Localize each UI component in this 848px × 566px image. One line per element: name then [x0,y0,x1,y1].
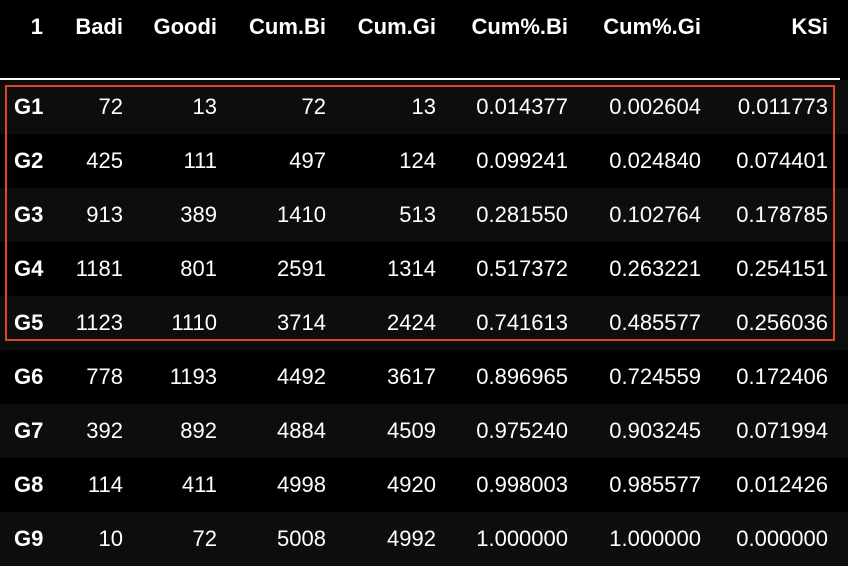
row-index: G4 [14,256,44,281]
row-index: G9 [14,526,44,551]
cell-cum-gi: 4992 [387,526,436,551]
table-body: G1 72 13 72 13 0.014377 0.002604 0.01177… [0,80,848,566]
cell-ksi: 0.178785 [736,202,828,227]
cell-cum-pct-bi: 0.975240 [476,418,568,443]
column-header-badi: Badi [75,14,123,39]
table-row: G8 114 411 4998 4920 0.998003 0.985577 0… [0,458,848,512]
cell-ksi: 0.254151 [736,256,828,281]
cell-cum-pct-gi: 0.263221 [609,256,701,281]
cell-goodi: 13 [192,94,217,119]
cell-cum-bi: 72 [301,94,326,119]
cell-cum-gi: 13 [411,94,436,119]
cell-ksi: 0.011773 [737,94,828,119]
cell-badi: 1181 [75,256,123,281]
cell-cum-pct-bi: 0.741613 [476,310,568,335]
cell-cum-bi: 4492 [277,364,326,389]
row-index: G5 [14,310,44,335]
header-divider [0,78,840,80]
cell-cum-gi: 4920 [387,472,436,497]
cell-ksi: 0.256036 [736,310,828,335]
table-row: G4 1181 801 2591 1314 0.517372 0.263221 … [0,242,848,296]
table-row: G6 778 1193 4492 3617 0.896965 0.724559 … [0,350,848,404]
table-row: G3 913 389 1410 513 0.281550 0.102764 0.… [0,188,848,242]
cell-ksi: 0.172406 [736,364,828,389]
cell-badi: 392 [86,418,123,443]
cell-cum-pct-bi: 1.000000 [476,526,568,551]
cell-cum-bi: 5008 [277,526,326,551]
cell-cum-bi: 4998 [277,472,326,497]
cell-cum-gi: 513 [399,202,436,227]
column-header-goodi: Goodi [153,14,217,39]
cell-ksi: 0.074401 [736,148,828,173]
cell-cum-gi: 4509 [387,418,436,443]
table-row: G9 10 72 5008 4992 1.000000 1.000000 0.0… [0,512,848,566]
cell-cum-bi: 1410 [277,202,326,227]
cell-goodi: 801 [180,256,217,281]
cell-cum-gi: 2424 [387,310,436,335]
cell-cum-pct-gi: 0.002604 [609,94,701,119]
column-header-ksi: KSi [791,14,828,39]
cell-cum-pct-gi: 0.903245 [609,418,701,443]
cell-cum-gi: 1314 [387,256,436,281]
cell-ksi: 0.000000 [736,526,828,551]
cell-badi: 913 [86,202,123,227]
column-header-cum-gi: Cum.Gi [357,14,436,39]
cell-goodi: 111 [183,148,217,173]
cell-cum-bi: 2591 [277,256,326,281]
cell-cum-pct-gi: 0.024840 [609,148,701,173]
row-index: G3 [14,202,44,227]
column-header-cum-pct-bi: Cum%.Bi [471,14,568,39]
row-index: G2 [14,148,44,173]
cell-goodi: 72 [192,526,217,551]
cell-cum-bi: 4884 [277,418,326,443]
table-row: G7 392 892 4884 4509 0.975240 0.903245 0… [0,404,848,458]
cell-goodi: 1193 [169,364,217,389]
cell-ksi: 0.071994 [736,418,828,443]
cell-cum-pct-bi: 0.896965 [476,364,568,389]
row-index: G1 [14,94,44,119]
cell-cum-pct-bi: 0.998003 [476,472,568,497]
table-row: G1 72 13 72 13 0.014377 0.002604 0.01177… [0,80,848,134]
table-row: G2 425 111 497 124 0.099241 0.024840 0.0… [0,134,848,188]
cell-cum-bi: 3714 [277,310,326,335]
cell-cum-pct-bi: 0.281550 [476,202,568,227]
row-index: G6 [14,364,44,389]
cell-cum-bi: 497 [289,148,326,173]
cell-badi: 10 [98,526,123,551]
cell-badi: 778 [86,364,123,389]
cell-goodi: 892 [180,418,217,443]
column-header-cum-pct-gi: Cum%.Gi [603,14,701,39]
cell-cum-gi: 124 [399,148,436,173]
cell-badi: 425 [86,148,123,173]
row-index: G8 [14,472,44,497]
cell-cum-gi: 3617 [387,364,436,389]
cell-cum-pct-gi: 0.485577 [609,310,701,335]
cell-goodi: 389 [180,202,217,227]
cell-cum-pct-bi: 0.517372 [476,256,568,281]
cell-cum-pct-gi: 1.000000 [609,526,701,551]
cell-goodi: 411 [181,472,217,497]
cell-cum-pct-bi: 0.014377 [476,94,568,119]
cell-badi: 72 [98,94,123,119]
cell-cum-pct-gi: 0.102764 [609,202,701,227]
row-index: G7 [14,418,44,443]
table-row: G5 1123 1110 3714 2424 0.741613 0.485577… [0,296,848,350]
cell-badi: 1123 [75,310,123,335]
cell-goodi: 1110 [171,310,217,335]
table-header-row: 1 Badi Goodi Cum.Bi Cum.Gi Cum%.Bi Cum%.… [0,0,848,54]
cell-badi: 114 [87,472,123,497]
column-header-index: 1 [30,14,43,39]
column-header-cum-bi: Cum.Bi [249,14,326,39]
cell-cum-pct-gi: 0.724559 [609,364,701,389]
cell-cum-pct-gi: 0.985577 [609,472,701,497]
cell-cum-pct-bi: 0.099241 [476,148,568,173]
cell-ksi: 0.012426 [736,472,828,497]
